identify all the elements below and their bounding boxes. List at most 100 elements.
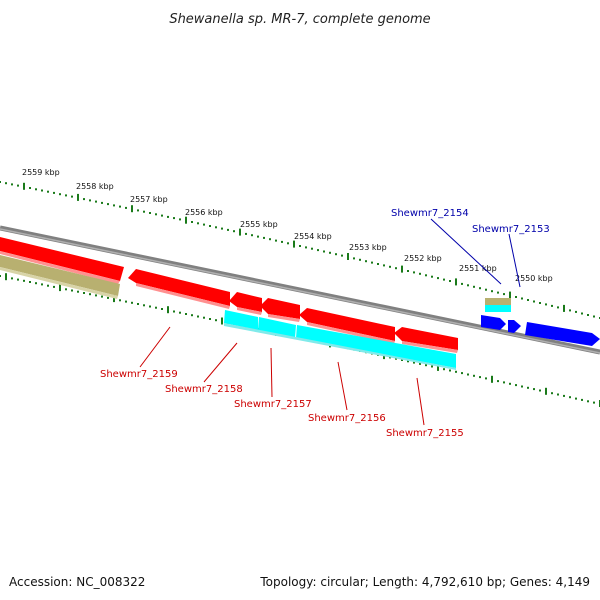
ruler-tick (341, 254, 343, 257)
ruler-tick (539, 302, 541, 304)
ruler-tick (551, 304, 553, 307)
ruler-tick (149, 305, 151, 308)
ruler-tick (401, 359, 403, 361)
ruler-tick (443, 368, 445, 371)
ruler-tick (173, 217, 175, 220)
kbp-label: 2558 kbp (76, 182, 114, 191)
gene-label-2156[interactable]: Shewmr7_2156 (308, 413, 386, 424)
ruler-tick (407, 270, 409, 272)
ruler-tick (83, 292, 85, 294)
ruler-tick (407, 360, 409, 363)
ruler-tick (203, 223, 205, 226)
ruler-tick (437, 363, 439, 371)
ruler-tick (545, 387, 547, 395)
ruler-tick (107, 296, 109, 299)
gene-label-2155[interactable]: Shewmr7_2155 (386, 428, 464, 439)
ruler-tick (131, 205, 133, 213)
ruler-tick (371, 261, 373, 264)
ruler-tick (503, 293, 505, 296)
rna-shewmr7-2154[interactable] (485, 305, 511, 312)
ruler-tick (59, 193, 61, 196)
ruler-tick (377, 263, 379, 265)
ruler-tick (233, 230, 235, 233)
gene-label-2159[interactable]: Shewmr7_2159 (100, 369, 178, 380)
kbp-labels: 2559 kbp 2558 kbp 2557 kbp 2556 kbp 2555 kbp… (22, 168, 553, 283)
ruler-tick (179, 218, 181, 221)
kbp-label: 2551 kbp (459, 264, 497, 273)
ruler-tick (467, 284, 469, 287)
ruler-tick (593, 315, 595, 318)
ruler-tick (215, 319, 217, 322)
cds-shewmr7-2156b[interactable] (299, 308, 395, 341)
ruler-tick (5, 273, 7, 281)
rna-shewmr7-2158[interactable] (224, 310, 258, 330)
ruler-tick (59, 284, 61, 292)
ruler-tick (575, 397, 577, 400)
ruler-tick (527, 386, 529, 389)
gene-label-2154[interactable]: Shewmr7_2154 (391, 208, 469, 219)
ruler-tick (413, 361, 415, 364)
ruler-tick (65, 194, 67, 197)
ruler-tick (521, 297, 523, 300)
cds-shewmr7-2154[interactable] (481, 315, 506, 330)
cds-shewmr7-2158[interactable] (128, 269, 230, 306)
gene-shewmr7-2154[interactable] (485, 298, 511, 305)
ruler-tick (563, 304, 565, 312)
ruler-tick (47, 284, 49, 287)
ruler-tick (221, 227, 223, 230)
gene-shewmr7-2159[interactable] (0, 255, 120, 296)
ruler-tick (581, 312, 583, 315)
ruler-tick (449, 369, 451, 372)
ruler-tick (323, 250, 325, 253)
ruler-tick (107, 203, 109, 206)
ruler-tick (317, 249, 319, 252)
ruler-tick (137, 209, 139, 212)
rna-shewmr7-2157[interactable] (258, 317, 296, 338)
ruler-tick (497, 291, 499, 294)
gene-labels: Shewmr7_2159 Shewmr7_2158 Shewmr7_2157 S… (100, 208, 550, 439)
ruler-tick (467, 373, 469, 376)
ruler-tick (437, 277, 439, 280)
cds-shewmr7-2155[interactable] (394, 327, 458, 350)
ruler-tick (95, 294, 97, 297)
rna-shewmr7-2156[interactable] (296, 325, 456, 368)
ruler-tick (311, 247, 313, 250)
ruler-tick (101, 295, 103, 298)
ruler-tick (221, 317, 223, 325)
gene-label-2158[interactable]: Shewmr7_2158 (165, 384, 243, 395)
ruler-tick (251, 234, 253, 237)
ruler-tick (245, 232, 247, 235)
ruler-tick (473, 285, 475, 288)
ruler-tick (173, 310, 175, 313)
genome-backbone (0, 225, 600, 355)
ruler-tick (329, 251, 331, 254)
ruler-tick (545, 303, 547, 306)
cds-shewmr7-2153[interactable] (525, 322, 600, 346)
kbp-label: 2557 kbp (130, 195, 168, 204)
ruler-tick (155, 213, 157, 216)
ruler-tick (23, 182, 25, 190)
gene-label-2153[interactable]: Shewmr7_2153 (472, 224, 550, 235)
ruler-tick (383, 264, 385, 267)
ruler-tick (581, 398, 583, 401)
ruler-tick (539, 389, 541, 392)
ruler-tick (533, 388, 535, 391)
ruler-tick (569, 309, 571, 312)
ruler-tick (83, 198, 85, 201)
ruler-tick (347, 253, 349, 260)
gene-label-2157[interactable]: Shewmr7_2157 (234, 399, 312, 410)
ruler-tick (179, 311, 181, 314)
cds-shewmr7-2157[interactable] (229, 292, 262, 312)
ruler-tick (557, 306, 559, 309)
cds-shewmr7-2156[interactable] (260, 298, 300, 319)
ruler-tick (197, 222, 199, 225)
cds-shewmr7-2159[interactable] (0, 237, 124, 281)
kbp-label: 2559 kbp (22, 168, 60, 177)
ruler-tick (77, 193, 79, 201)
ruler-tick (161, 214, 163, 217)
cds-shewmr7-2153-a[interactable] (508, 320, 521, 333)
ruler-tick (185, 313, 187, 315)
ruler-tick (209, 225, 211, 227)
